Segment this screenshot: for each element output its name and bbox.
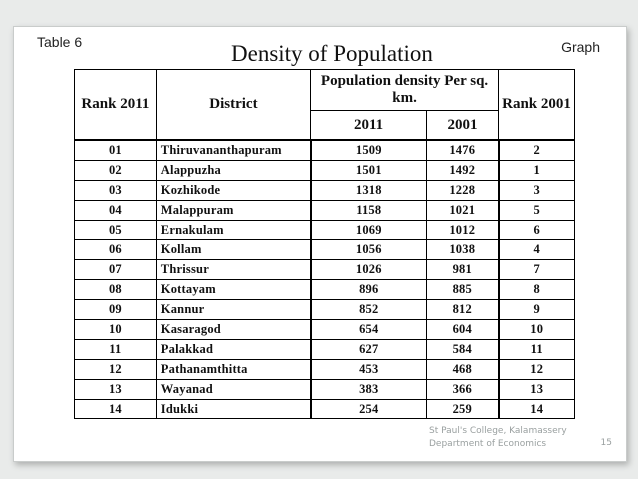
table-row: 08 Kottayam 896 885 8: [74, 279, 575, 301]
cell-rank-2001: 7: [498, 259, 575, 281]
cell-density-2011: 383: [309, 379, 427, 400]
footer-college: St Paul's College, Kalamassery: [429, 426, 567, 436]
cell-rank-2001: 10: [498, 319, 575, 340]
cell-rank-2001: 8: [498, 279, 575, 301]
cell-district: Kasaragod: [155, 319, 312, 340]
table-row: 09 Kannur 852 812 9: [74, 299, 575, 321]
header-year-2001: 2001: [426, 110, 499, 141]
cell-rank-2001: 3: [498, 180, 575, 201]
cell-district: Idukki: [155, 399, 312, 420]
cell-density-2001: 981: [426, 259, 500, 281]
cell-density-2011: 1318: [309, 180, 427, 201]
cell-district: Kollam: [155, 239, 312, 261]
table-row: 06 Kollam 1056 1038 4: [74, 239, 575, 261]
header-year-2011: 2011: [310, 110, 427, 141]
cell-density-2001: 604: [426, 319, 500, 340]
cell-rank-2011: 09: [74, 299, 157, 321]
cell-rank-2011: 13: [74, 379, 157, 400]
table-row: 04 Malappuram 1158 1021 5: [74, 200, 575, 221]
cell-density-2001: 584: [426, 339, 500, 360]
table-number-label: Table 6: [37, 34, 83, 50]
cell-density-2011: 896: [309, 279, 427, 301]
cell-district: Palakkad: [155, 339, 312, 360]
cell-rank-2001: 11: [498, 339, 575, 360]
cell-rank-2001: 4: [498, 239, 575, 261]
cell-rank-2011: 12: [74, 359, 157, 380]
footer-credit: St Paul's College, Kalamassery Departmen…: [429, 425, 567, 451]
cell-density-2011: 1056: [309, 239, 427, 261]
table-row: 10 Kasaragod 654 604 10: [74, 319, 575, 340]
cell-rank-2001: 14: [498, 399, 575, 420]
cell-rank-2011: 06: [74, 239, 157, 261]
graph-link[interactable]: Graph: [561, 39, 600, 55]
table-row: 07 Thrissur 1026 981 7: [74, 259, 575, 281]
header-district: District: [155, 69, 312, 141]
cell-rank-2011: 01: [74, 138, 157, 161]
cell-district: Malappuram: [155, 200, 312, 221]
cell-rank-2011: 10: [74, 319, 157, 340]
cell-density-2001: 468: [426, 359, 500, 380]
cell-district: Kozhikode: [155, 180, 312, 201]
table-row: 13 Wayanad 383 366 13: [74, 379, 575, 400]
cell-density-2011: 1501: [309, 160, 427, 181]
slide: Table 6 Density of Population Graph Rank…: [13, 26, 627, 462]
header-population-density: Population density Per sq. km.: [310, 69, 499, 111]
header-rank-2001: Rank 2001: [498, 69, 575, 141]
cell-rank-2011: 02: [74, 160, 157, 181]
cell-district: Thiruvananthapuram: [155, 138, 312, 161]
cell-density-2001: 366: [426, 379, 500, 400]
cell-district: Pathanamthitta: [155, 359, 312, 380]
cell-rank-2001: 6: [498, 220, 575, 241]
cell-rank-2001: 1: [498, 160, 575, 181]
cell-district: Thrissur: [155, 259, 312, 281]
cell-density-2011: 1158: [309, 200, 427, 221]
cell-density-2001: 1228: [426, 180, 500, 201]
cell-density-2001: 259: [426, 399, 500, 420]
cell-rank-2001: 13: [498, 379, 575, 400]
cell-density-2011: 1509: [309, 138, 427, 161]
cell-district: Wayanad: [155, 379, 312, 400]
cell-density-2001: 1012: [426, 220, 500, 241]
cell-district: Ernakulam: [155, 220, 312, 241]
table-row: 12 Pathanamthitta 453 468 12: [74, 359, 575, 380]
cell-district: Kottayam: [155, 279, 312, 301]
cell-rank-2011: 14: [74, 399, 157, 420]
cell-rank-2011: 03: [74, 180, 157, 201]
table-row: 01 Thiruvananthapuram 1509 1476 2: [74, 138, 575, 161]
slide-title: Density of Population: [231, 41, 433, 66]
cell-density-2011: 254: [309, 399, 427, 420]
cell-rank-2001: 9: [498, 299, 575, 321]
cell-density-2001: 885: [426, 279, 500, 301]
cell-density-2001: 1492: [426, 160, 500, 181]
page-number: 15: [600, 438, 612, 448]
table-row: 02 Alappuzha 1501 1492 1: [74, 160, 575, 181]
cell-rank-2001: 12: [498, 359, 575, 380]
cell-rank-2011: 07: [74, 259, 157, 281]
cell-rank-2011: 05: [74, 220, 157, 241]
cell-density-2001: 1038: [426, 239, 500, 261]
table-row: 11 Palakkad 627 584 11: [74, 339, 575, 360]
table-row: 03 Kozhikode 1318 1228 3: [74, 180, 575, 201]
cell-rank-2001: 5: [498, 200, 575, 221]
cell-rank-2011: 08: [74, 279, 157, 301]
cell-density-2011: 453: [309, 359, 427, 380]
cell-density-2001: 1021: [426, 200, 500, 221]
cell-density-2011: 1026: [309, 259, 427, 281]
cell-density-2011: 627: [309, 339, 427, 360]
table-row: 05 Ernakulam 1069 1012 6: [74, 220, 575, 241]
cell-density-2011: 852: [309, 299, 427, 321]
cell-district: Alappuzha: [155, 160, 312, 181]
table-row: 14 Idukki 254 259 14: [74, 399, 575, 420]
cell-density-2001: 812: [426, 299, 500, 321]
cell-rank-2001: 2: [498, 138, 575, 161]
cell-rank-2011: 04: [74, 200, 157, 221]
footer-department: Department of Economics: [429, 439, 547, 449]
density-table: Rank 2011 District Population density Pe…: [74, 69, 575, 420]
cell-district: Kannur: [155, 299, 312, 321]
cell-density-2011: 1069: [309, 220, 427, 241]
cell-rank-2011: 11: [74, 339, 157, 360]
header-rank-2011: Rank 2011: [74, 69, 157, 141]
cell-density-2011: 654: [309, 319, 427, 340]
cell-density-2001: 1476: [426, 138, 500, 161]
